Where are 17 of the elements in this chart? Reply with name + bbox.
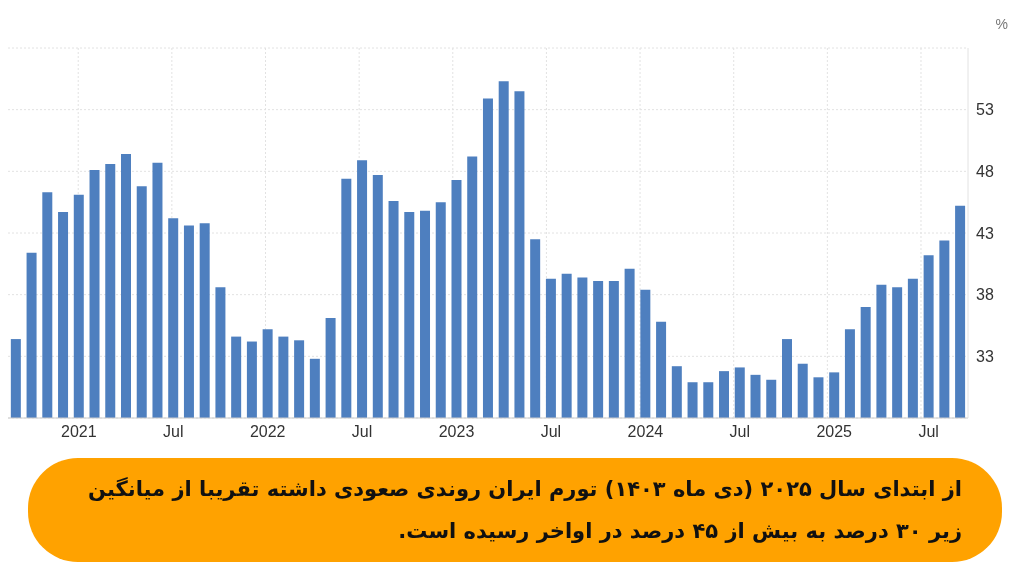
y-tick-label: 48 — [976, 163, 994, 181]
x-tick-label: Jul — [540, 423, 562, 441]
y-tick-label: 33 — [976, 348, 994, 366]
x-tick-label: 2024 — [627, 423, 664, 441]
x-tick-label: Jul — [918, 423, 939, 441]
y-tick-label: 38 — [976, 286, 994, 304]
x-tick-label: Jul — [729, 423, 751, 441]
x-tick-label: 2022 — [249, 423, 286, 441]
y-tick-label: 53 — [976, 101, 994, 119]
y-tick-label: 43 — [976, 224, 994, 242]
x-tick-label: 2021 — [61, 423, 97, 441]
text: از ابتدای سال ۲۰۲۵ (دی ماه ۱۴۰۳) تورم ایران روندی صعودی داشته تقریبا از میانگین زیر ۳۰ درصد به بیش از ۴۵ درصد در اواخر رسیده است. — [28, 458, 1002, 562]
y-axis-title: % — [995, 16, 1008, 32]
x-tick-label: 2025 — [816, 423, 853, 441]
x-tick-label: Jul — [351, 423, 373, 441]
x-tick-label: 2023 — [438, 423, 475, 441]
x-tick-label: Jul — [163, 423, 184, 441]
